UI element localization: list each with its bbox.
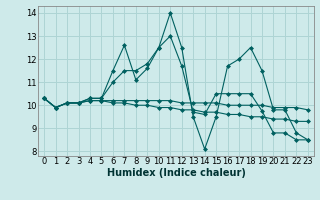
- X-axis label: Humidex (Indice chaleur): Humidex (Indice chaleur): [107, 168, 245, 178]
